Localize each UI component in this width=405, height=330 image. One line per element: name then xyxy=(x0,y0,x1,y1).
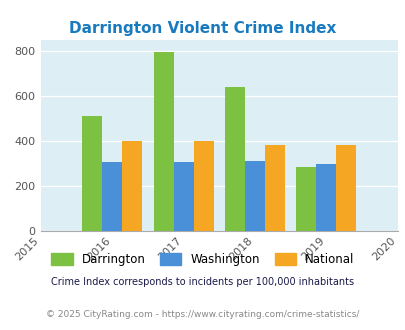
Bar xyxy=(173,162,193,231)
Text: Crime Index corresponds to incidents per 100,000 inhabitants: Crime Index corresponds to incidents per… xyxy=(51,278,354,287)
Bar xyxy=(102,162,122,231)
Legend: Darrington, Washington, National: Darrington, Washington, National xyxy=(47,248,358,271)
Bar xyxy=(122,141,142,231)
Bar xyxy=(336,145,356,231)
Bar xyxy=(153,52,173,231)
Bar xyxy=(296,167,315,231)
Bar xyxy=(315,164,336,231)
Bar xyxy=(224,87,244,231)
Bar xyxy=(82,116,102,231)
Text: Darrington Violent Crime Index: Darrington Violent Crime Index xyxy=(69,21,336,36)
Bar xyxy=(264,145,284,231)
Text: © 2025 CityRating.com - https://www.cityrating.com/crime-statistics/: © 2025 CityRating.com - https://www.city… xyxy=(46,310,359,319)
Bar xyxy=(244,161,264,231)
Bar xyxy=(193,141,213,231)
